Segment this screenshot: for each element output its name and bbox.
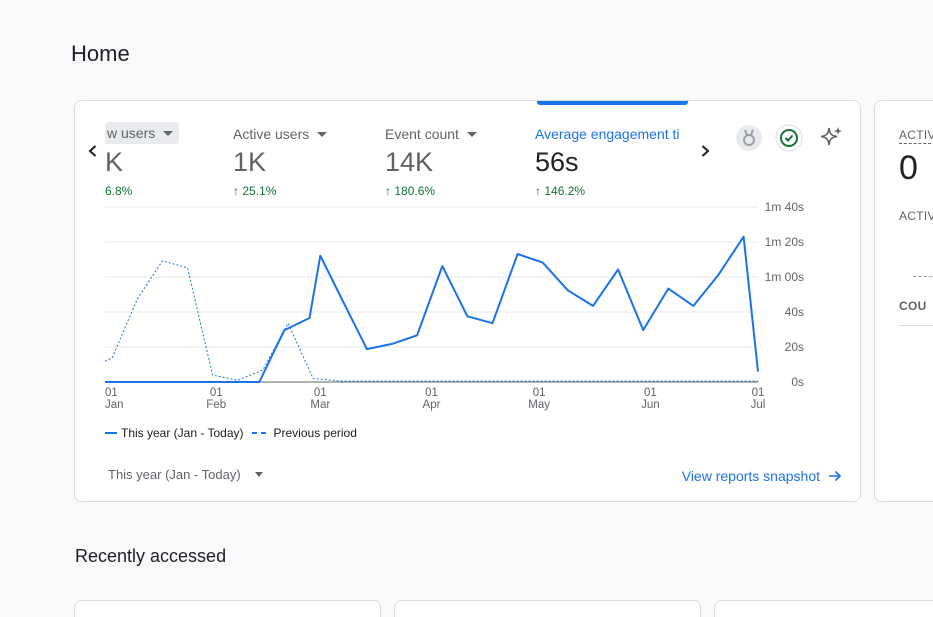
legend-label: Previous period [273,426,357,440]
x-tick-label: Feb [206,399,226,411]
realtime-sublabel: ACTIV [899,209,933,223]
sparkline-placeholder [913,276,933,277]
summary-card: w users K 6.8% Active users 1K ↑ 25.1% E… [74,100,861,502]
page-title: Home [71,41,130,66]
metric-label: Active users [233,126,310,142]
metric-value: 56s [535,147,579,177]
recent-card[interactable] [74,600,381,617]
x-tick-label: 01 [314,387,327,399]
recent-card[interactable] [394,600,701,617]
metric-change: 6.8% [105,184,133,198]
caret-down-icon [466,131,477,137]
chevron-right-icon [701,145,710,157]
x-tick-label: 01 [752,387,765,399]
snapshot-link-label: View reports snapshot [681,468,820,484]
data-quality-button[interactable] [775,124,803,152]
chart-legend: This year (Jan - Today) Previous period [105,426,365,440]
realtime-label: ACTIV [899,128,933,144]
y-tick-label: 1m 00s [765,270,804,284]
x-tick-label: Jul [751,399,766,411]
y-tick-label: 0s [791,375,804,389]
y-tick-label: 40s [785,305,804,319]
series-line-current [105,235,759,383]
sparkle-icon [820,127,842,146]
metric-change: ↑ 180.6% [385,184,436,198]
recent-card[interactable] [714,600,933,617]
metric-label: Average engagement ti [535,126,680,142]
prev-metrics-button[interactable] [83,141,103,161]
caret-down-icon [163,130,174,136]
divider [899,325,933,326]
realtime-table-header: COU [899,299,927,313]
x-tick-label: Jan [105,399,124,411]
x-tick-label: May [528,399,550,411]
metric-label: w users [107,125,156,141]
legend-swatch-dashed [251,432,268,434]
metric-change: ↑ 25.1% [233,184,277,198]
x-tick-label: Apr [423,399,441,411]
metric-value: 1K [233,147,267,177]
up-arrow-icon: ↑ [385,184,391,198]
caret-down-icon [254,472,263,477]
realtime-card: ACTIV 0 ACTIV COU [874,100,933,502]
x-tick-label: 01 [533,387,546,399]
check-circle-icon [775,124,803,152]
metric-event-count[interactable]: Event count 14K ↑ 180.6% [385,101,525,201]
arrow-right-icon [829,470,842,482]
up-arrow-icon: ↑ [535,184,541,198]
ai-insights-button[interactable] [817,124,845,152]
y-tick-label: 1m 20s [765,235,804,249]
date-range-dropdown[interactable]: This year (Jan - Today) [108,467,263,482]
x-tick-label: 01 [210,387,223,399]
next-metrics-button[interactable] [695,141,715,161]
realtime-value: 0 [899,149,918,187]
metric-active-users[interactable]: Active users 1K ↑ 25.1% [233,101,373,201]
date-range-label: This year (Jan - Today) [108,467,241,482]
metric-value: K [105,147,124,177]
chevron-left-icon [88,145,97,157]
metric-value: 14K [385,147,434,177]
legend-item-current[interactable]: This year (Jan - Today) [105,426,244,440]
series-line-previous [104,260,758,382]
view-reports-snapshot-link[interactable]: View reports snapshot [682,468,842,484]
metric-change: ↑ 146.2% [535,184,586,198]
caret-down-icon [317,131,328,137]
x-tick-label: 01 [105,387,118,399]
metrics-strip: w users K 6.8% Active users 1K ↑ 25.1% E… [105,101,685,201]
y-tick-label: 20s [785,340,804,354]
insights-badge-button[interactable] [735,124,763,152]
legend-swatch-solid [105,432,117,434]
x-tick-label: 01 [644,387,657,399]
active-metric-indicator [537,101,688,105]
recently-accessed-title: Recently accessed [75,546,227,566]
legend-item-previous[interactable]: Previous period [251,426,357,440]
engagement-chart: 1m 40s 1m 20s 1m 00s 40s 20s 0s 01 Jan 01 Feb 01 Ma… [75,200,860,451]
metric-avg-engagement[interactable]: Average engagement ti 56s ↑ 146.2% [535,101,685,201]
metric-label: Event count [385,126,459,142]
x-tick-label: 01 [425,387,438,399]
insights-badge-icon [736,125,762,151]
metric-new-users[interactable]: w users K 6.8% [105,101,225,201]
up-arrow-icon: ↑ [233,184,239,198]
x-tick-label: Mar [310,399,330,411]
legend-label: This year (Jan - Today) [121,426,244,440]
y-tick-label: 1m 40s [765,201,804,214]
x-tick-label: Jun [641,399,660,411]
